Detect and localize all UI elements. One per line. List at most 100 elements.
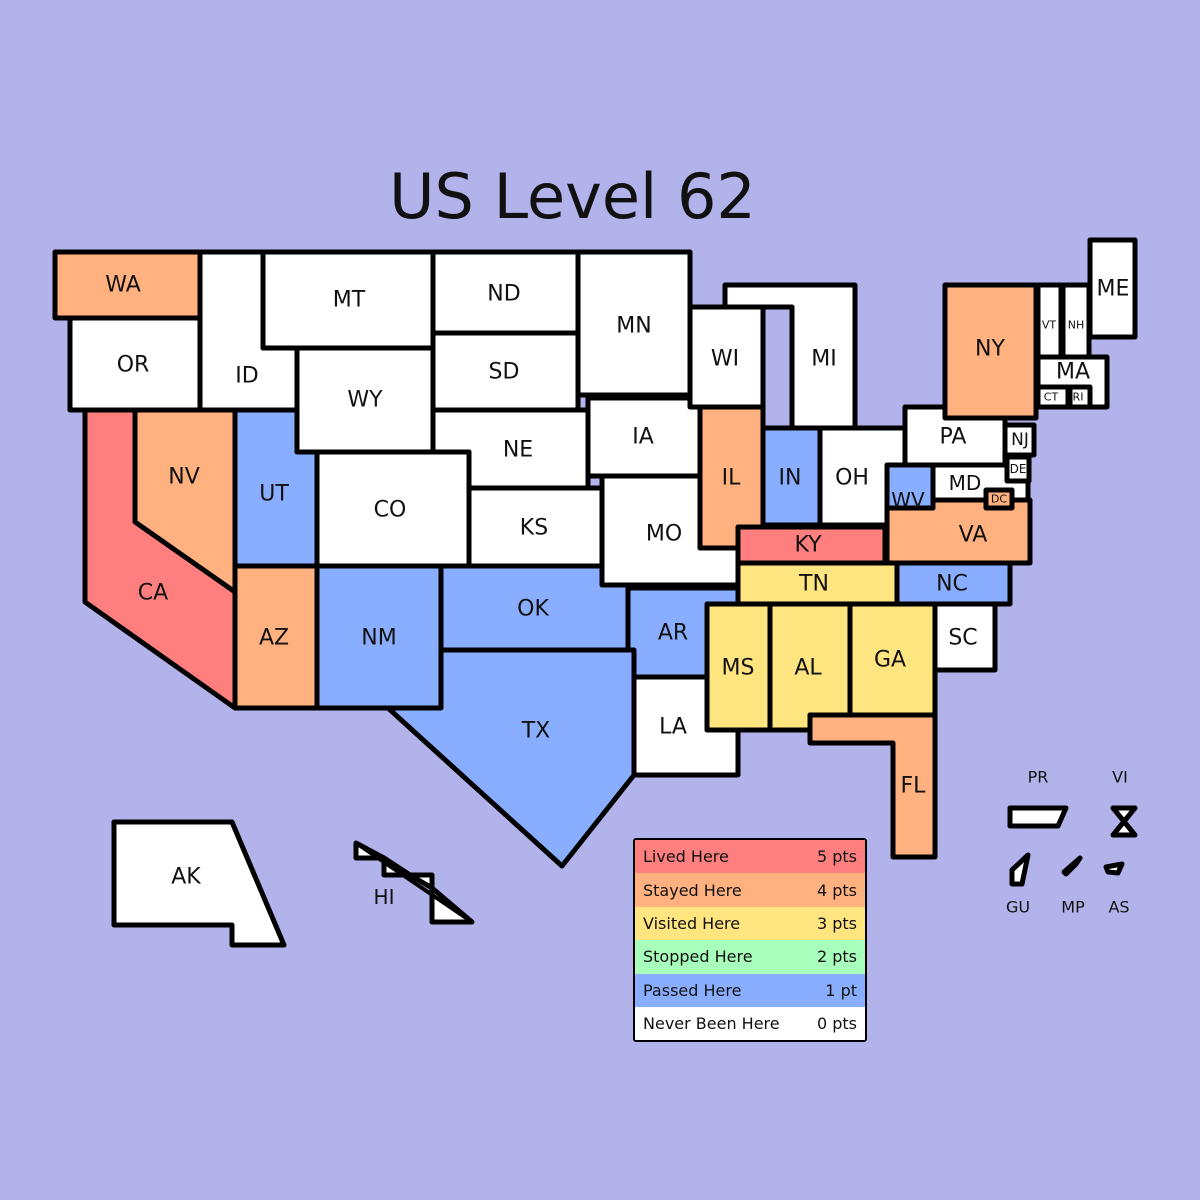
state-label: PA (940, 425, 967, 450)
state-label: OH (835, 466, 869, 491)
state-label: KS (520, 516, 548, 541)
state-mn[interactable]: MN (575, 249, 693, 398)
state-label: CO (374, 498, 407, 523)
territory-shape[interactable] (1061, 855, 1083, 877)
state-label: IA (632, 425, 654, 450)
territory-pr[interactable]: PR (1007, 768, 1069, 829)
state-tn[interactable]: TN (735, 560, 900, 607)
state-ia[interactable]: IA (585, 395, 703, 479)
legend: Lived Here 5 pts Stayed Here 4 pts Visited H… (633, 838, 867, 1043)
state-fl[interactable]: FL (807, 712, 938, 860)
state-hi[interactable]: HI (353, 840, 475, 925)
state-sc[interactable]: SC (932, 601, 998, 673)
territory-label: MP (1061, 898, 1085, 917)
territory-label: AS (1108, 898, 1129, 917)
state-label: VT (1042, 319, 1057, 332)
state-az[interactable]: AZ (232, 563, 320, 711)
state-shape[interactable] (942, 282, 1039, 421)
state-label: ME (1097, 277, 1130, 302)
state-ky[interactable]: KY (735, 524, 888, 566)
state-vt[interactable]: VT (1035, 282, 1064, 360)
state-nh[interactable]: NH (1060, 282, 1092, 360)
state-shape[interactable] (983, 487, 1015, 511)
state-label: OR (117, 353, 150, 378)
legend-row-lived: Lived Here 5 pts (635, 840, 865, 874)
state-de[interactable]: DE (1004, 454, 1032, 484)
state-al[interactable]: AL (767, 601, 853, 733)
state-label: OK (517, 597, 549, 622)
state-me[interactable]: ME (1087, 237, 1138, 340)
state-in[interactable]: IN (760, 425, 823, 528)
page-title: US Level 62 (389, 160, 756, 233)
state-mt[interactable]: MT (260, 249, 436, 351)
territory-label: GU (1006, 898, 1030, 917)
state-label: NM (361, 626, 396, 651)
legend-label: Stopped Here (643, 947, 753, 967)
territory-label: VI (1112, 768, 1128, 787)
legend-points: 4 pts (816, 880, 857, 900)
state-ga[interactable]: GA (847, 601, 938, 718)
state-shape[interactable] (407, 872, 435, 891)
state-ny[interactable]: NY (942, 282, 1039, 421)
territory-shape[interactable] (1103, 861, 1125, 876)
state-label: MN (616, 314, 651, 339)
state-ct[interactable]: CT (1035, 384, 1071, 410)
state-label: GA (874, 648, 906, 673)
state-label: WA (105, 273, 141, 298)
legend-points: 0 pts (816, 1014, 857, 1034)
territory-shape[interactable] (1007, 805, 1069, 829)
state-label: ND (487, 282, 520, 307)
state-or[interactable]: OR (67, 315, 203, 413)
state-label: NC (936, 572, 968, 597)
state-shape[interactable] (1087, 237, 1138, 340)
legend-label: Passed Here (643, 980, 742, 1000)
state-label: WI (711, 347, 739, 372)
state-label: IL (722, 466, 741, 491)
state-label: MO (646, 522, 682, 547)
state-wv[interactable]: WV (884, 462, 936, 512)
state-label: SD (489, 360, 520, 385)
state-nd[interactable]: ND (430, 249, 581, 336)
state-label: WV (891, 488, 925, 512)
state-ms[interactable]: MS (704, 601, 773, 733)
territory-shape[interactable] (1009, 852, 1031, 887)
territory-vi[interactable]: VI (1110, 768, 1138, 838)
state-shape[interactable] (807, 712, 938, 860)
legend-points: 3 pts (816, 913, 857, 933)
territory-label: PR (1028, 768, 1049, 787)
territory-gu[interactable]: GU (1006, 852, 1031, 917)
state-shape[interactable] (381, 855, 413, 878)
state-label: MT (333, 288, 366, 313)
state-label: CA (138, 581, 168, 606)
territory-as[interactable]: AS (1103, 861, 1130, 917)
state-wi[interactable]: WI (687, 304, 766, 410)
state-nc[interactable]: NC (894, 560, 1013, 607)
state-ri[interactable]: RI (1067, 384, 1093, 410)
state-dc[interactable]: DC (983, 487, 1015, 511)
state-co[interactable]: CO (314, 449, 472, 569)
state-sd[interactable]: SD (430, 330, 581, 413)
state-label: CT (1044, 391, 1059, 404)
state-label: NH (1068, 319, 1085, 332)
territory-mp[interactable]: MP (1061, 855, 1085, 917)
state-wy[interactable]: WY (294, 345, 436, 455)
state-label: HI (374, 885, 395, 909)
state-label: FL (901, 774, 927, 799)
legend-label: Never Been Here (643, 1014, 780, 1034)
state-ks[interactable]: KS (466, 485, 605, 569)
state-label: SC (948, 626, 977, 651)
state-ca[interactable]: CA (82, 407, 238, 711)
territory-shape[interactable] (1110, 805, 1138, 838)
state-label: AR (658, 621, 688, 646)
state-ak[interactable]: AK (111, 819, 287, 948)
state-wa[interactable]: WA (52, 249, 203, 321)
state-shape[interactable] (111, 819, 287, 948)
state-label: AL (794, 656, 822, 681)
legend-label: Stayed Here (643, 880, 742, 900)
legend-row-stayed: Stayed Here 4 pts (635, 873, 865, 907)
state-nm[interactable]: NM (314, 563, 444, 711)
legend-row-stopped: Stopped Here 2 pts (635, 940, 865, 974)
state-shape[interactable] (1067, 384, 1093, 410)
state-nj[interactable]: NJ (1002, 422, 1037, 458)
